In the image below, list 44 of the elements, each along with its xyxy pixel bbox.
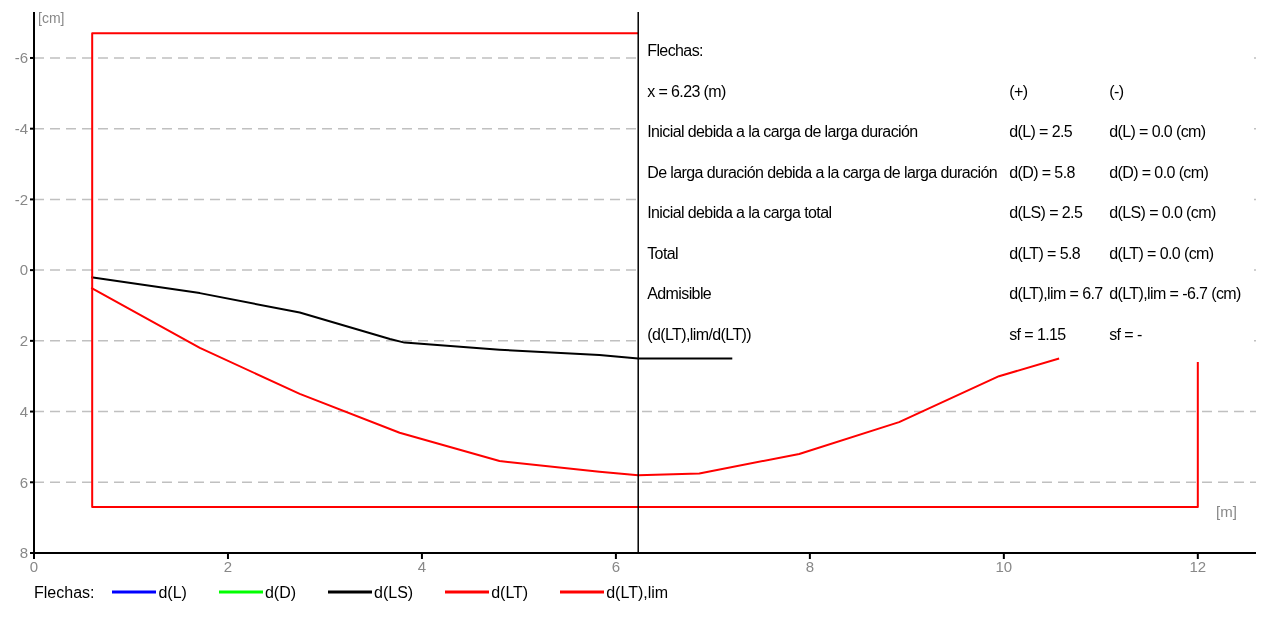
- x-tick-label: 12: [1189, 557, 1207, 575]
- annotation: x = 6.23 (m): [647, 82, 727, 101]
- x-tick-label: 10: [995, 557, 1013, 575]
- y-tick-label: -6: [14, 49, 28, 67]
- y-tick-label: 6: [19, 473, 28, 491]
- y-axis-title: [cm]: [38, 10, 65, 26]
- annotation: (+): [1009, 82, 1029, 101]
- annotation: d(D) = 0.0 (cm): [1109, 163, 1209, 182]
- y-tick-label: -2: [14, 190, 28, 208]
- annotation: (-): [1109, 82, 1124, 101]
- annotation: Inicial debida a la carga total: [647, 204, 833, 223]
- annotation: d(LT),lim = -6.7 (cm): [1109, 285, 1241, 304]
- annotation: sf = 1.15: [1009, 325, 1067, 344]
- annotation: d(LT) = 5.8: [1009, 244, 1082, 263]
- annotation: d(LS) = 0.0 (cm): [1109, 204, 1216, 223]
- y-tick-label: 0: [19, 261, 28, 279]
- annotation: Flechas:: [647, 42, 704, 61]
- annotation: De larga duración debida a la carga de larga duración: [647, 163, 998, 182]
- annotation: d(L) = 0.0 (cm): [1109, 123, 1206, 142]
- x-tick-label: 4: [417, 557, 427, 575]
- annotation: d(LS) = 2.5: [1009, 204, 1084, 223]
- x-tick-label: 2: [223, 557, 233, 575]
- annotation: (d(LT),lim/d(LT)): [647, 325, 753, 344]
- y-tick-label: -4: [14, 120, 28, 138]
- x-tick-label: 6: [611, 557, 621, 575]
- legend-label: d(LS): [374, 584, 414, 602]
- y-tick-label: 4: [19, 402, 28, 420]
- y-tick-label: 2: [19, 332, 28, 350]
- x-tick-label: 8: [805, 557, 815, 575]
- legend-label: d(L): [158, 584, 187, 602]
- annotation: d(LT),lim = 6.7: [1009, 285, 1104, 304]
- legend-title: Flechas:: [34, 584, 95, 602]
- annotation: d(L) = 2.5: [1009, 123, 1074, 142]
- x-axis-title: [m]: [1216, 503, 1237, 520]
- annotation: d(LT) = 0.0 (cm): [1109, 244, 1214, 263]
- annotation: Inicial debida a la carga de larga duración: [647, 123, 919, 142]
- annotation: Total: [647, 244, 679, 263]
- legend-label: d(LT),lim: [606, 584, 669, 602]
- legend-label: d(D): [264, 584, 297, 602]
- legend-label: d(LT): [491, 584, 529, 602]
- annotation: sf = -: [1109, 325, 1142, 344]
- annotation: Admisible: [647, 285, 713, 304]
- annotation: d(D) = 5.8: [1009, 163, 1076, 182]
- y-tick-label: 8: [19, 544, 28, 562]
